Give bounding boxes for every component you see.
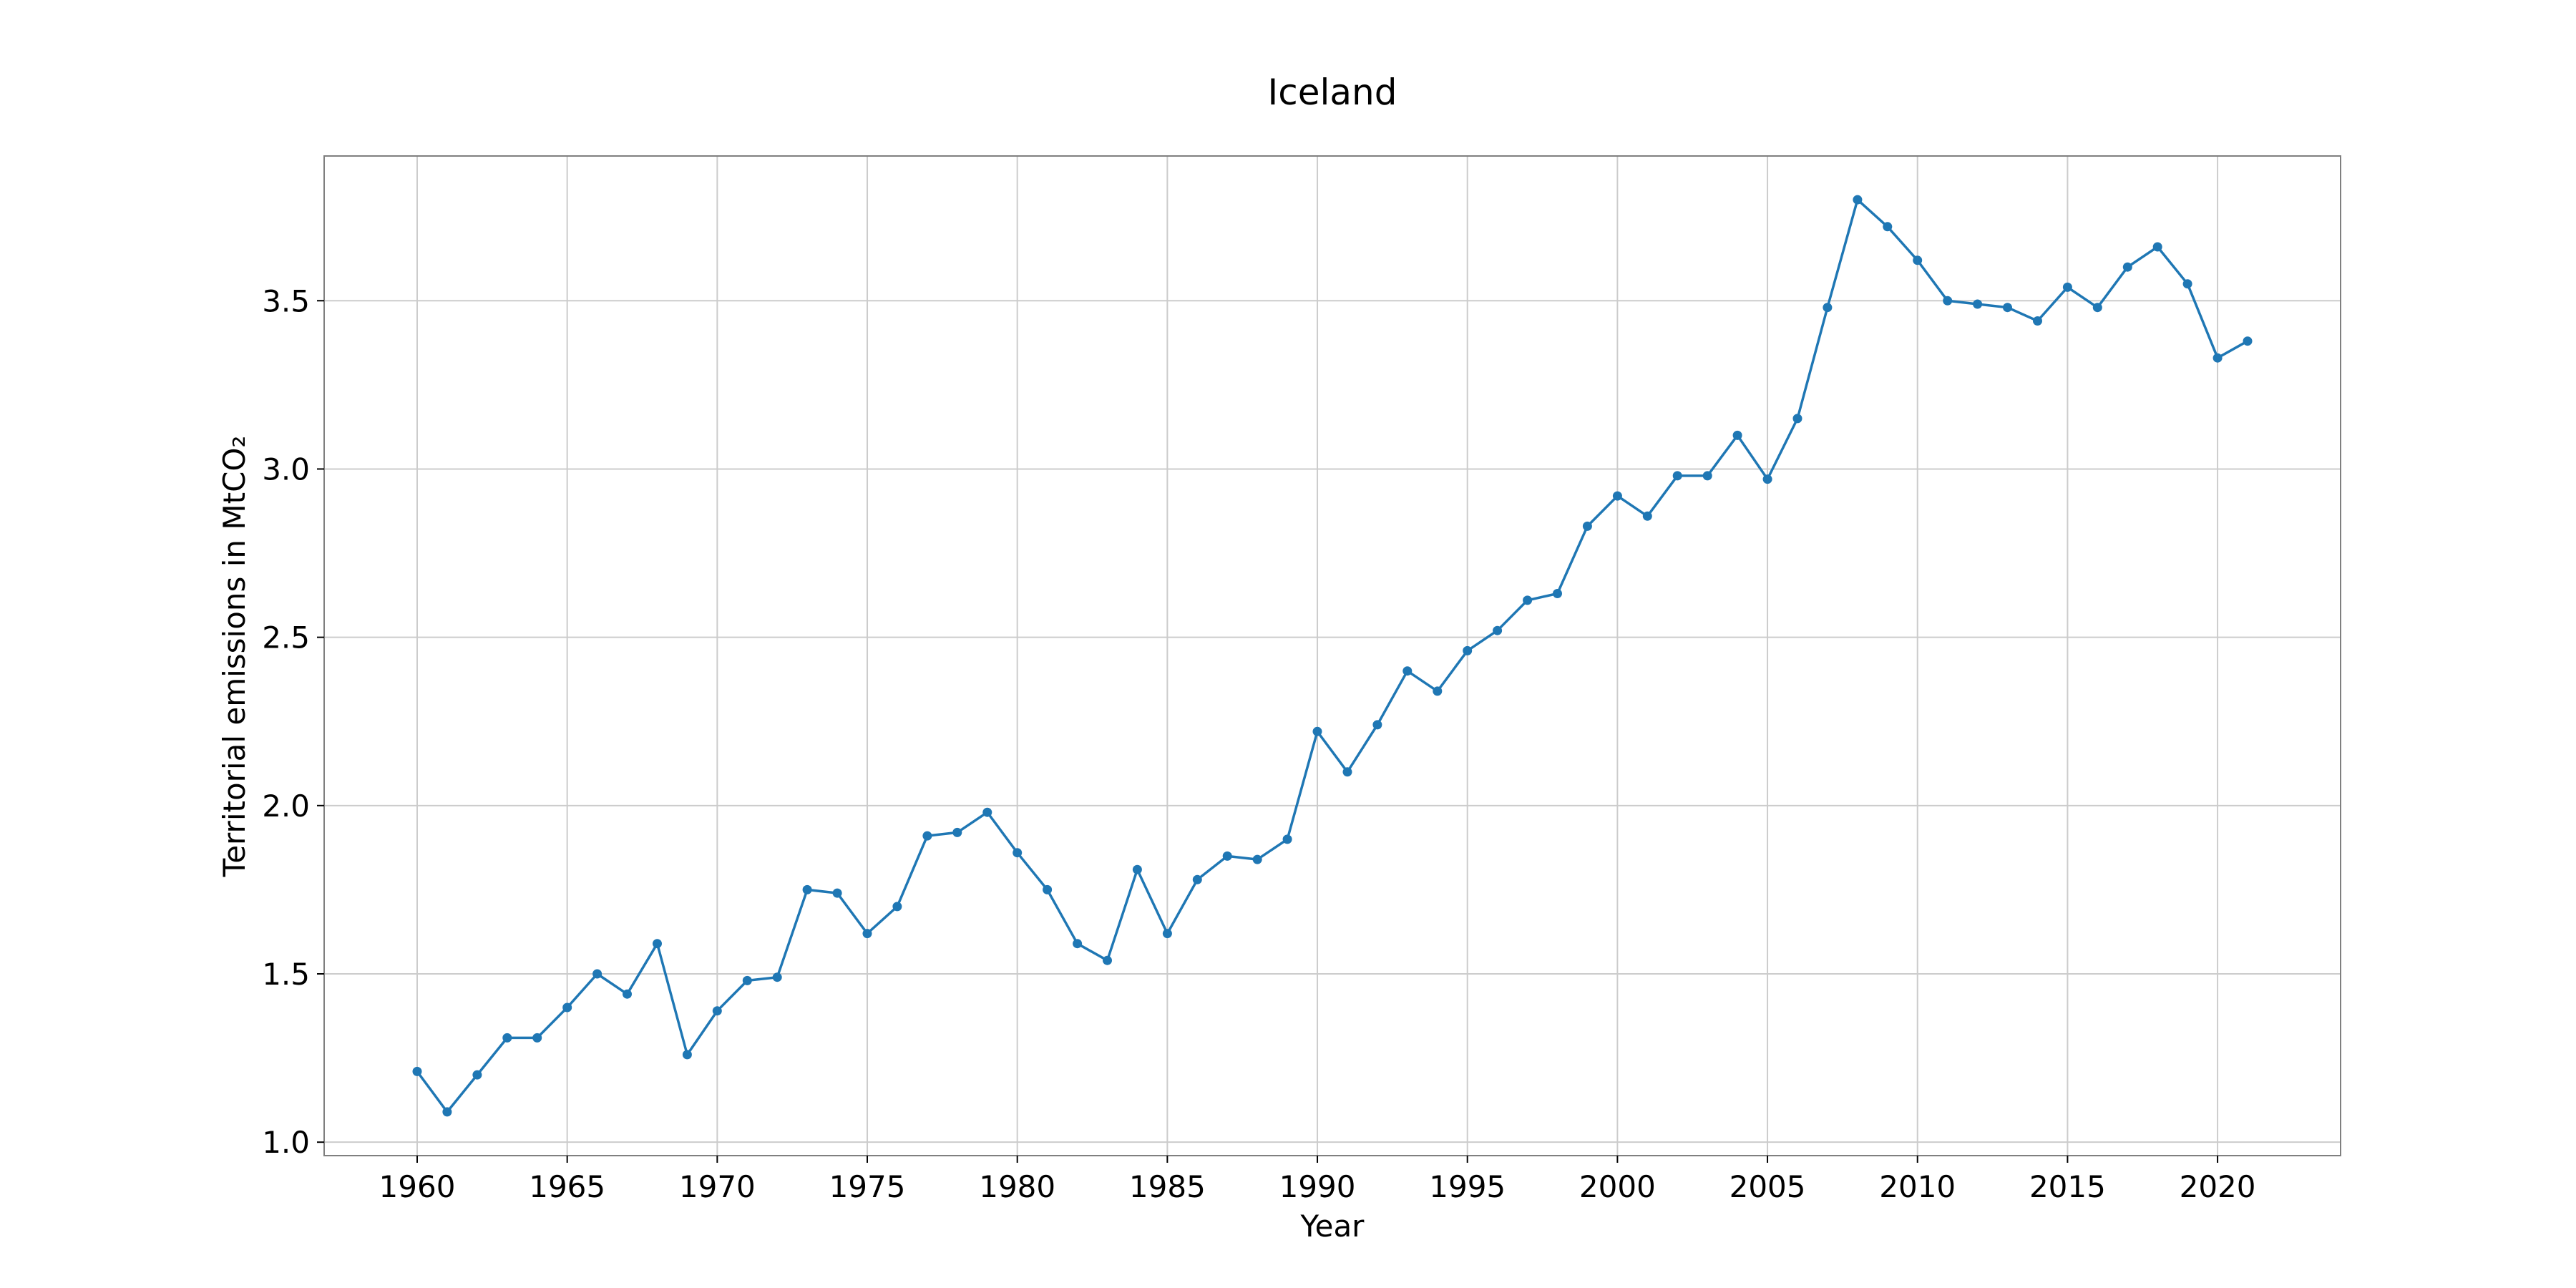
grid-lines [324, 156, 2341, 1156]
x-tick-label: 1980 [979, 1169, 1055, 1204]
data-point-1961 [442, 1107, 452, 1117]
data-point-1972 [772, 972, 782, 982]
x-tick-label: 2010 [1879, 1169, 1956, 1204]
data-point-2009 [1883, 222, 1893, 232]
data-point-1967 [623, 989, 632, 999]
x-tick-label: 2015 [2029, 1169, 2106, 1204]
y-axis-label: Territorial emissions in MtCO₂ [217, 436, 252, 878]
data-point-1973 [802, 884, 812, 894]
data-point-2005 [1762, 474, 1772, 484]
data-point-2003 [1702, 471, 1712, 481]
data-point-1965 [562, 1002, 572, 1013]
data-point-2014 [2033, 316, 2042, 326]
x-axis-label: Year [1300, 1209, 1365, 1244]
x-tick-label: 1975 [829, 1169, 906, 1204]
data-point-1974 [832, 888, 842, 898]
data-point-1969 [682, 1050, 692, 1060]
data-point-1968 [653, 939, 662, 949]
data-point-2006 [1792, 414, 1802, 424]
data-point-2019 [2182, 279, 2192, 289]
x-tick-label: 2000 [1579, 1169, 1656, 1204]
x-tick-label: 1995 [1429, 1169, 1506, 1204]
data-point-2013 [2003, 303, 2012, 313]
data-point-1993 [1402, 666, 1413, 676]
data-point-1990 [1312, 726, 1322, 736]
data-point-1984 [1132, 864, 1142, 874]
data-point-2010 [1913, 255, 1923, 265]
x-tick-label: 1990 [1279, 1169, 1356, 1204]
data-point-1996 [1493, 625, 1503, 635]
y-tick-label: 3.0 [262, 452, 310, 487]
data-point-1999 [1582, 521, 1592, 531]
data-point-2002 [1672, 471, 1682, 481]
data-point-1962 [472, 1070, 482, 1080]
y-tick-label: 2.5 [262, 620, 310, 655]
series-polyline [416, 198, 2249, 1113]
data-point-1985 [1162, 929, 1172, 939]
x-tick-label: 2020 [2180, 1169, 2256, 1204]
data-point-1983 [1103, 955, 1112, 965]
series-line [416, 198, 2249, 1113]
data-point-1971 [742, 975, 752, 985]
data-point-2018 [2152, 242, 2162, 252]
x-tick-label: 1970 [679, 1169, 756, 1204]
data-point-1986 [1192, 874, 1202, 884]
axis-ticks: 1960 1965 1970 1975 1980 1985 1990 1995 2000 2005… [262, 283, 2255, 1204]
data-point-1963 [502, 1033, 512, 1043]
data-point-2020 [2212, 353, 2223, 363]
data-point-1960 [412, 1066, 422, 1076]
x-tick-label: 1965 [529, 1169, 605, 1204]
data-point-1989 [1282, 834, 1292, 844]
data-point-2007 [1823, 303, 1833, 313]
data-point-2004 [1732, 430, 1742, 440]
data-point-1966 [592, 969, 602, 979]
y-tick-label: 3.5 [262, 283, 310, 318]
data-point-2011 [1943, 296, 1953, 306]
x-tick-label: 1985 [1129, 1169, 1206, 1204]
data-point-1988 [1252, 854, 1262, 864]
data-point-1994 [1433, 686, 1443, 696]
chart-title: Iceland [1268, 72, 1397, 113]
data-point-1992 [1372, 720, 1382, 730]
data-point-2021 [2243, 336, 2253, 346]
data-point-2015 [2062, 282, 2072, 292]
data-point-1991 [1342, 767, 1352, 777]
data-point-2017 [2122, 262, 2132, 272]
data-point-1987 [1222, 851, 1232, 861]
data-point-1981 [1043, 884, 1053, 894]
data-point-2001 [1642, 511, 1652, 521]
data-point-1970 [712, 1006, 722, 1016]
x-tick-label: 2005 [1729, 1169, 1806, 1204]
data-point-1975 [862, 929, 872, 939]
data-points [412, 195, 2253, 1117]
data-point-1979 [982, 807, 992, 817]
y-tick-label: 1.5 [262, 957, 310, 992]
y-tick-label: 2.0 [262, 789, 310, 824]
data-point-2016 [2092, 303, 2102, 313]
x-tick-label: 1960 [379, 1169, 456, 1204]
data-point-1976 [892, 902, 902, 912]
data-point-1964 [532, 1033, 542, 1043]
data-point-1977 [922, 831, 932, 841]
y-tick-label: 1.0 [262, 1125, 310, 1160]
data-point-1980 [1013, 848, 1023, 858]
data-point-1998 [1553, 589, 1562, 598]
data-point-1995 [1463, 645, 1473, 655]
data-point-1997 [1523, 595, 1533, 605]
data-point-1982 [1073, 939, 1083, 949]
data-point-1978 [952, 827, 962, 837]
data-point-2000 [1612, 491, 1622, 501]
data-point-2012 [1973, 299, 1983, 309]
plot-area-frame [323, 155, 2341, 1156]
data-point-2008 [1853, 195, 1863, 205]
